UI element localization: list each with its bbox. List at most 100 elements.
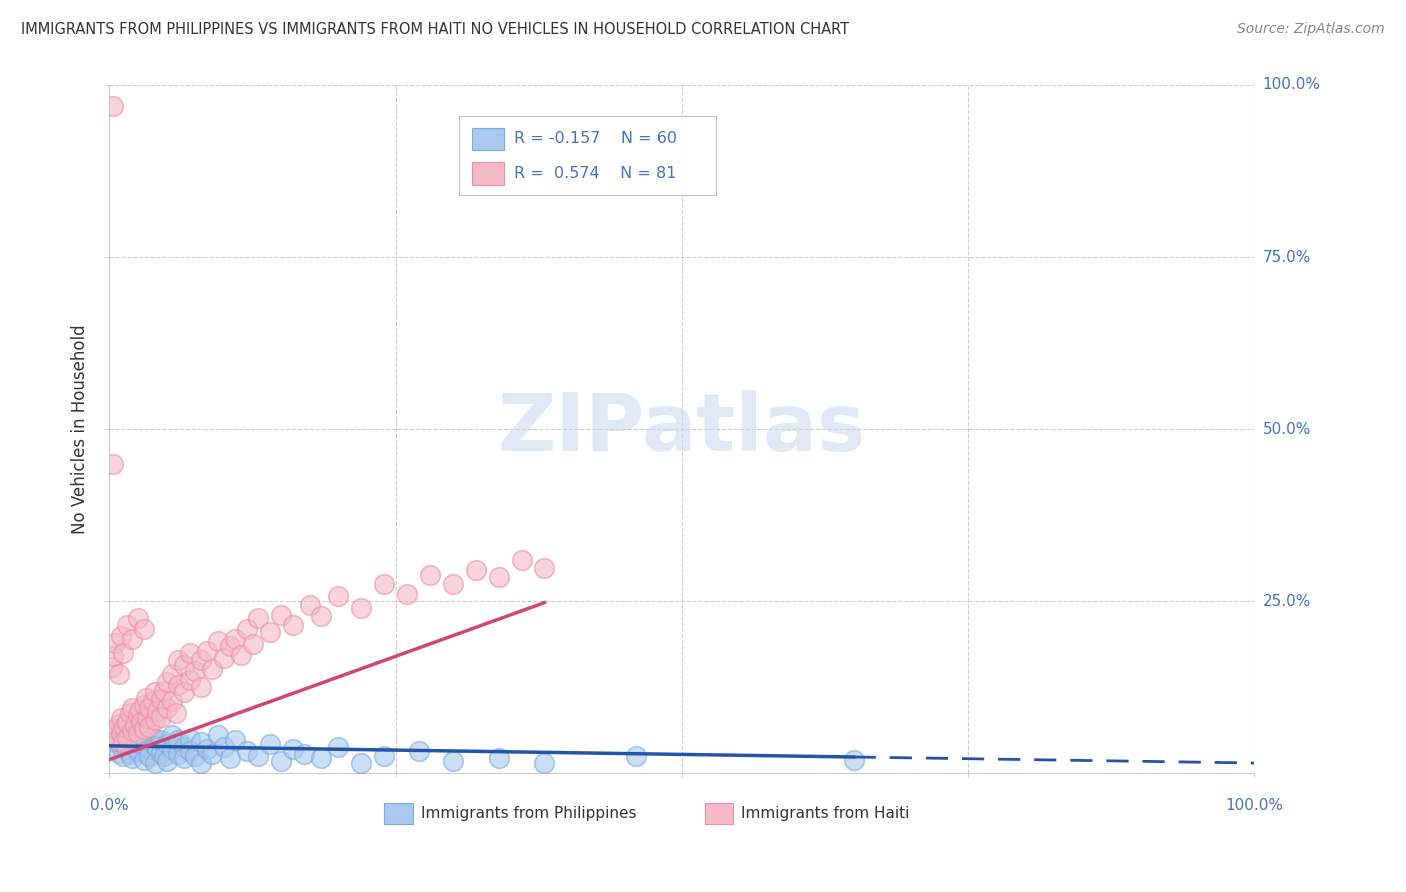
Point: [110, 629, 132, 643]
Point: [112, 735, 135, 749]
Point: [201, 747, 224, 761]
Point: [190, 756, 212, 770]
FancyBboxPatch shape: [704, 803, 734, 823]
Point: [131, 738, 153, 752]
Point: [195, 742, 218, 756]
Point: [149, 692, 172, 706]
Point: [115, 742, 138, 756]
Point: [184, 665, 207, 679]
Point: [101, 98, 124, 112]
Point: [127, 744, 149, 758]
Text: ZIPatlas: ZIPatlas: [498, 390, 866, 468]
Text: Immigrants from Haiti: Immigrants from Haiti: [741, 805, 910, 821]
Point: [110, 726, 132, 740]
Point: [121, 729, 143, 743]
Point: [115, 618, 138, 632]
Point: [138, 749, 160, 764]
Point: [842, 753, 865, 767]
Point: [100, 659, 122, 673]
Point: [270, 754, 292, 768]
Point: [132, 698, 155, 712]
Point: [396, 587, 419, 601]
Point: [441, 754, 464, 768]
Point: [112, 719, 135, 733]
Point: [142, 731, 165, 745]
Point: [373, 577, 395, 591]
Point: [121, 632, 143, 646]
Point: [162, 742, 184, 756]
Point: [118, 706, 141, 720]
Point: [124, 718, 146, 732]
Text: IMMIGRANTS FROM PHILIPPINES VS IMMIGRANTS FROM HAITI NO VEHICLES IN HOUSEHOLD CO: IMMIGRANTS FROM PHILIPPINES VS IMMIGRANT…: [21, 22, 849, 37]
Point: [101, 457, 124, 471]
Point: [190, 681, 212, 695]
Point: [242, 637, 264, 651]
Point: [207, 634, 229, 648]
FancyBboxPatch shape: [458, 116, 716, 195]
Point: [124, 740, 146, 755]
Point: [162, 666, 184, 681]
Point: [136, 711, 159, 725]
Point: [101, 649, 124, 664]
Point: [218, 639, 240, 653]
Point: [132, 753, 155, 767]
Point: [179, 744, 201, 758]
Point: [281, 618, 304, 632]
Text: 100.0%: 100.0%: [1226, 798, 1284, 814]
Point: [129, 703, 152, 717]
Point: [104, 722, 127, 736]
Point: [149, 746, 172, 760]
Point: [229, 648, 252, 662]
Point: [115, 714, 138, 729]
Point: [165, 706, 187, 720]
Point: [247, 749, 270, 764]
Point: [179, 731, 201, 746]
Point: [115, 731, 138, 746]
Point: [104, 735, 127, 749]
Point: [207, 729, 229, 743]
Point: [121, 723, 143, 738]
FancyBboxPatch shape: [472, 128, 505, 151]
Text: R =  0.574    N = 81: R = 0.574 N = 81: [513, 166, 676, 181]
Point: [270, 607, 292, 622]
Point: [115, 731, 138, 745]
Point: [167, 733, 190, 747]
Point: [132, 722, 155, 736]
Point: [173, 740, 195, 755]
Point: [112, 646, 135, 660]
Point: [167, 678, 190, 692]
Point: [132, 622, 155, 636]
Point: [143, 739, 166, 753]
Point: [373, 749, 395, 764]
Point: [510, 553, 533, 567]
Point: [110, 711, 132, 725]
Point: [107, 666, 129, 681]
Point: [105, 733, 128, 747]
Text: Source: ZipAtlas.com: Source: ZipAtlas.com: [1237, 22, 1385, 37]
Point: [127, 707, 149, 722]
Point: [146, 740, 169, 755]
Point: [104, 635, 127, 649]
Point: [110, 739, 132, 753]
Point: [149, 733, 172, 747]
Point: [156, 754, 179, 768]
Point: [135, 735, 157, 749]
Point: [156, 701, 179, 715]
Y-axis label: No Vehicles in Household: No Vehicles in Household: [72, 325, 89, 534]
Text: 75.0%: 75.0%: [1263, 250, 1310, 265]
FancyBboxPatch shape: [384, 803, 413, 823]
Point: [162, 729, 184, 743]
Point: [156, 738, 179, 752]
Point: [190, 653, 212, 667]
Point: [131, 714, 153, 729]
Point: [156, 675, 179, 690]
Point: [101, 729, 124, 743]
Point: [143, 685, 166, 699]
Point: [236, 622, 259, 636]
Point: [179, 646, 201, 660]
Point: [224, 733, 246, 747]
Point: [224, 632, 246, 646]
Point: [212, 740, 235, 755]
Point: [153, 749, 176, 764]
Point: [173, 685, 195, 699]
